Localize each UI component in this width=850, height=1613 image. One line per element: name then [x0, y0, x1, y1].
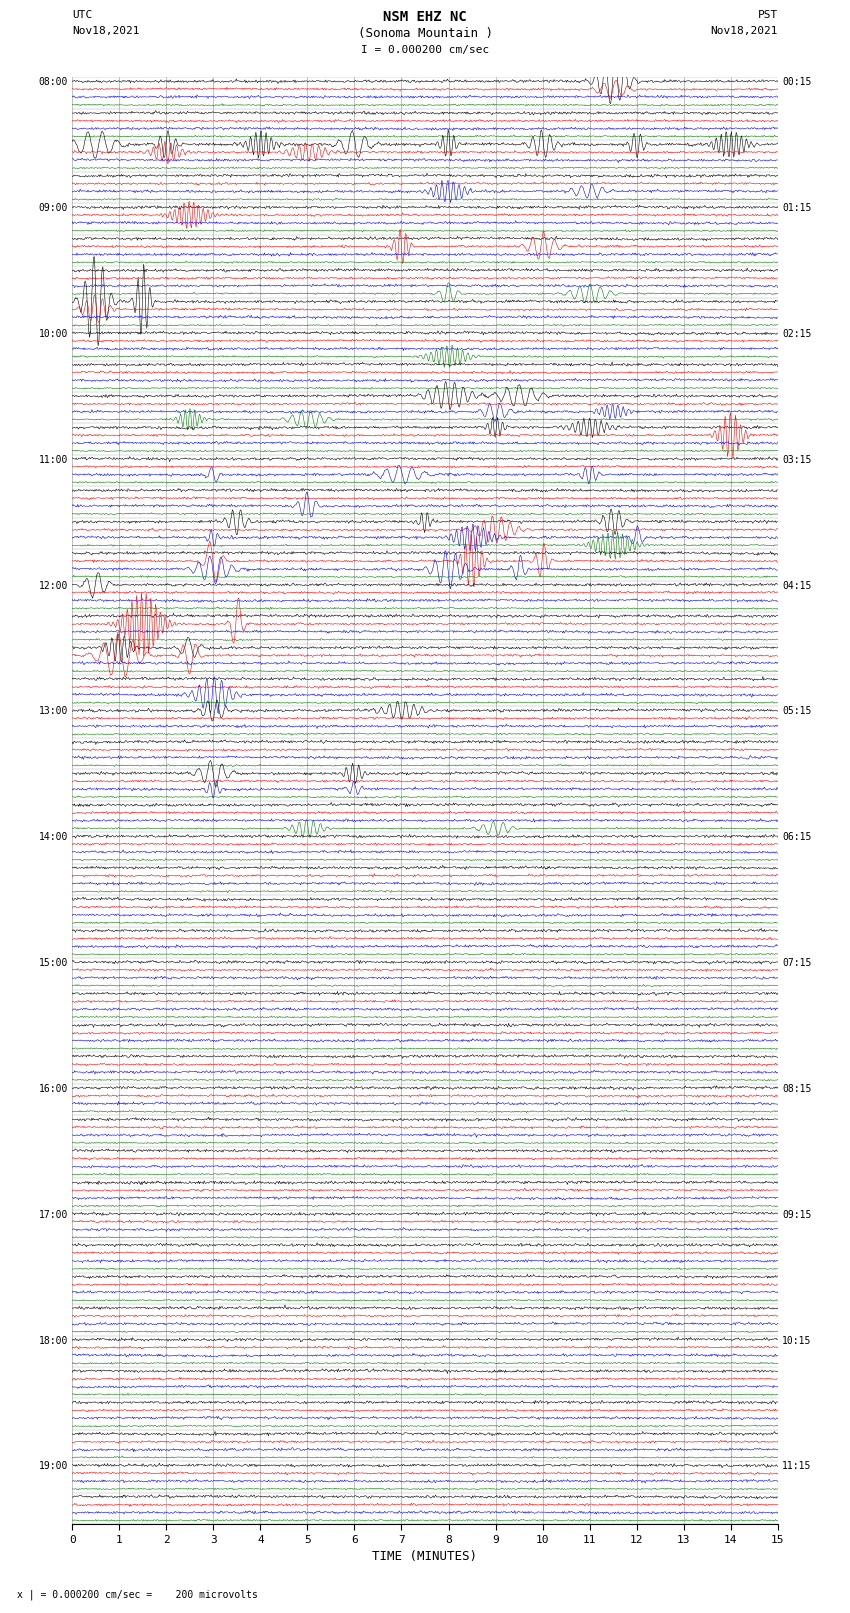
- Text: 15:00: 15:00: [38, 958, 68, 968]
- Text: 08:15: 08:15: [782, 1084, 812, 1094]
- Text: 06:15: 06:15: [782, 832, 812, 842]
- Text: 07:15: 07:15: [782, 958, 812, 968]
- Text: I = 0.000200 cm/sec: I = 0.000200 cm/sec: [361, 45, 489, 55]
- Text: UTC: UTC: [72, 10, 93, 19]
- Text: 10:15: 10:15: [782, 1336, 812, 1345]
- Text: NSM EHZ NC: NSM EHZ NC: [383, 10, 467, 24]
- Text: (Sonoma Mountain ): (Sonoma Mountain ): [358, 27, 492, 40]
- Text: Nov18,2021: Nov18,2021: [72, 26, 139, 35]
- Text: 18:00: 18:00: [38, 1336, 68, 1345]
- Text: 17:00: 17:00: [38, 1210, 68, 1219]
- Text: 02:15: 02:15: [782, 329, 812, 339]
- Text: 14:00: 14:00: [38, 832, 68, 842]
- Text: 03:15: 03:15: [782, 455, 812, 465]
- Text: 00:15: 00:15: [782, 77, 812, 87]
- Text: 19:00: 19:00: [38, 1461, 68, 1471]
- Text: x | = 0.000200 cm/sec =    200 microvolts: x | = 0.000200 cm/sec = 200 microvolts: [17, 1589, 258, 1600]
- Text: 08:00: 08:00: [38, 77, 68, 87]
- Text: 09:15: 09:15: [782, 1210, 812, 1219]
- Text: 04:15: 04:15: [782, 581, 812, 590]
- Text: 11:15: 11:15: [782, 1461, 812, 1471]
- Text: Nov18,2021: Nov18,2021: [711, 26, 778, 35]
- Text: 09:00: 09:00: [38, 203, 68, 213]
- Text: 01:15: 01:15: [782, 203, 812, 213]
- Text: 10:00: 10:00: [38, 329, 68, 339]
- Text: 16:00: 16:00: [38, 1084, 68, 1094]
- Text: 05:15: 05:15: [782, 706, 812, 716]
- X-axis label: TIME (MINUTES): TIME (MINUTES): [372, 1550, 478, 1563]
- Text: 11:00: 11:00: [38, 455, 68, 465]
- Text: 13:00: 13:00: [38, 706, 68, 716]
- Text: 12:00: 12:00: [38, 581, 68, 590]
- Text: PST: PST: [757, 10, 778, 19]
